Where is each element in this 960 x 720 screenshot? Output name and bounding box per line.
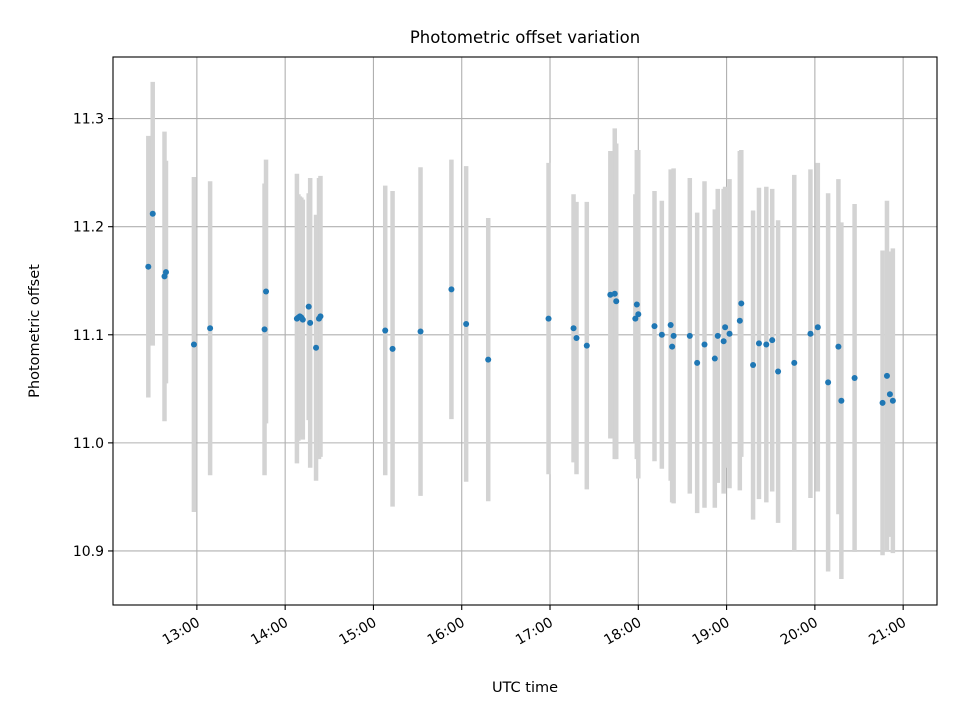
data-point [611,290,618,297]
y-tick-label: 11.0 [73,436,104,452]
data-point [545,315,552,322]
data-point [701,341,708,348]
x-axis-label: UTC time [492,680,558,696]
data-point [726,330,733,337]
y-tick-label: 11.1 [73,328,104,344]
data-point [825,379,832,386]
data-point [190,341,197,348]
data-point [633,301,640,308]
data-point [883,372,890,379]
data-point [263,288,270,295]
data-point [670,332,677,339]
data-point [583,342,590,349]
plot-frame [112,56,938,606]
data-point [317,313,324,320]
data-point [814,324,821,331]
data-point [448,286,455,293]
data-point [261,326,268,333]
y-axis-label: Photometric offset [27,264,43,398]
data-point [635,311,642,318]
chart-title: Photometric offset variation [410,28,640,47]
y-tick-label: 11.3 [73,112,104,128]
data-point [886,391,893,398]
data-point [162,269,169,276]
data-point [485,356,492,363]
data-point [714,332,721,339]
data-point [651,323,658,330]
data-point [573,335,580,342]
grid [113,57,937,605]
data-point [305,303,312,310]
y-tick-label: 10.9 [73,544,104,560]
data-point [389,345,396,352]
y-tick-label: 11.2 [73,220,104,236]
data-point [722,324,729,331]
data-point [769,337,776,344]
data-point [149,210,156,217]
y-axis-ticks: 10.9 11.0 11.1 11.2 11.3 [73,112,113,560]
data-point [658,331,665,338]
data-point [382,327,389,334]
data-point [686,332,693,339]
data-points [145,210,896,406]
data-point [313,344,320,351]
data-point [720,338,727,345]
data-point [879,399,886,406]
data-point [763,341,770,348]
data-point [613,298,620,305]
data-point [417,328,424,335]
data-point [791,359,798,366]
data-point [838,397,845,404]
data-point [463,320,470,327]
data-point [835,343,842,350]
data-point [667,322,674,329]
data-point [299,316,306,323]
data-point [694,359,701,366]
data-point [738,300,745,307]
data-point [750,362,757,369]
data-point [632,315,639,322]
data-point [307,319,314,326]
data-point [736,317,743,324]
data-point [775,368,782,375]
data-point [145,263,152,270]
data-point [755,340,762,347]
data-point [851,375,858,382]
data-point [669,343,676,350]
data-point [807,330,814,337]
data-point [889,397,896,404]
data-point [570,325,577,332]
data-point [711,355,718,362]
data-point [207,325,214,332]
